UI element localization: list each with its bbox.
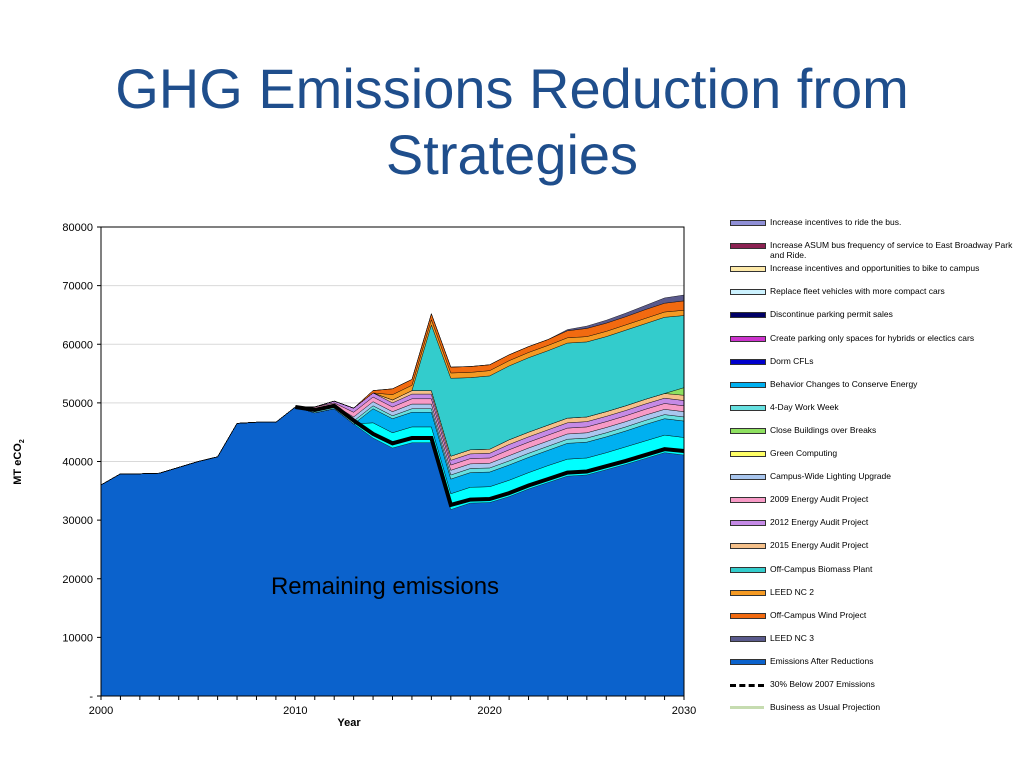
y-tick-label: 60000	[62, 339, 93, 351]
legend-label: 2015 Energy Audit Project	[770, 540, 869, 551]
legend-item: 4-Day Work Week	[728, 401, 1018, 423]
x-tick-label: 2020	[477, 705, 501, 717]
legend-label: Business as Usual Projection	[770, 702, 881, 713]
legend-item: Discontinue parking permit sales	[728, 308, 1018, 330]
legend-label: LEED NC 3	[770, 632, 814, 643]
legend-label: 30% Below 2007 Emissions	[770, 679, 875, 689]
legend-label: Behavior Changes to Conserve Energy	[770, 378, 918, 389]
legend-label: Green Computing	[770, 448, 838, 458]
y-tick-label: 70000	[62, 281, 93, 293]
legend-swatch	[730, 243, 766, 250]
legend-item: 2012 Energy Audit Project	[728, 516, 1018, 538]
x-axis-label: Year	[337, 717, 361, 729]
legend-swatch	[730, 220, 766, 226]
legend-swatch	[730, 520, 766, 527]
y-axis-label: MT eCO2	[12, 439, 26, 485]
legend-swatch	[730, 497, 766, 504]
series-line-30-below-2007	[295, 403, 685, 508]
legend-item: Off-Campus Biomass Plant	[728, 563, 1018, 585]
y-axis-label-main: MT eCO	[12, 443, 24, 485]
legend-swatch	[730, 404, 766, 411]
y-tick-label: 20000	[62, 574, 93, 586]
legend-swatch	[730, 451, 766, 457]
y-axis-label-subscript: 2	[19, 439, 26, 443]
legend-swatch	[730, 706, 764, 710]
legend-swatch	[730, 358, 766, 365]
y-tick-label: 40000	[62, 457, 93, 469]
legend-label: LEED NC 2	[770, 586, 814, 597]
legend-label: Close Buildings over Breaks	[770, 424, 877, 435]
legend-item: Close Buildings over Breaks	[728, 424, 1018, 446]
legend-swatch	[730, 474, 766, 481]
series-area-emissions-after-reductions	[101, 406, 684, 696]
legend-label: Off-Campus Biomass Plant	[770, 563, 873, 574]
legend-swatch	[730, 658, 766, 665]
legend-label: Campus-Wide Lighting Upgrade	[770, 471, 891, 482]
legend-label: Increase ASUM bus frequency of service t…	[770, 240, 1013, 261]
slide-title: GHG Emissions Reduction from Strategies	[115, 56, 909, 186]
chart-area: - 10000 20000 30000 40000 50000 60000 70000 8000…	[0, 200, 1024, 768]
legend-label: Create parking only spaces for hybrids o…	[770, 332, 975, 343]
remaining-emissions-label: Remaining emissions	[271, 573, 499, 600]
x-tick-label: 2030	[672, 705, 696, 717]
legend-item: Increase incentives and opportunities to…	[728, 262, 1018, 284]
legend-item: LEED NC 2	[728, 586, 1018, 608]
legend-label: Dorm CFLs	[770, 355, 814, 366]
x-tick-label: 2010	[283, 705, 307, 717]
legend-item: Business as Usual Projection	[728, 701, 1018, 723]
legend-swatch	[730, 335, 766, 342]
legend-swatch	[730, 543, 766, 550]
legend-label: Increase incentives to ride the bus.	[770, 217, 902, 227]
y-tick-label: 30000	[62, 515, 93, 527]
chart-axes: - 10000 20000 30000 40000 50000 60000 70000 8000…	[62, 222, 696, 717]
legend-item: Campus-Wide Lighting Upgrade	[728, 470, 1018, 492]
chart-series	[100, 294, 685, 696]
legend-item: Create parking only spaces for hybrids o…	[728, 332, 1018, 354]
y-tick-label: 50000	[62, 398, 93, 410]
legend-swatch	[730, 566, 766, 573]
legend-item: Green Computing	[728, 447, 1018, 469]
legend-swatch	[730, 312, 766, 319]
emissions-chart: - 10000 20000 30000 40000 50000 60000 70000 8000…	[12, 222, 696, 729]
legend-label: 2012 Energy Audit Project	[770, 517, 869, 528]
legend-label: Off-Campus Wind Project	[770, 609, 867, 620]
legend-label: Increase incentives and opportunities to…	[770, 263, 980, 274]
legend-label: 4-Day Work Week	[770, 401, 839, 412]
legend-swatch	[730, 427, 766, 434]
legend-label: Emissions After Reductions	[770, 655, 874, 666]
legend-item: Emissions After Reductions	[728, 655, 1018, 677]
legend-swatch	[730, 612, 766, 619]
legend-swatch	[730, 684, 764, 687]
legend-item: 30% Below 2007 Emissions	[728, 678, 1018, 700]
legend-swatch	[730, 589, 766, 596]
legend-swatch	[730, 635, 766, 642]
y-tick-label: 80000	[62, 222, 93, 234]
legend-item: Off-Campus Wind Project	[728, 609, 1018, 631]
legend-swatch	[730, 381, 766, 388]
legend-item: Replace fleet vehicles with more compact…	[728, 285, 1018, 307]
y-tick-label: 10000	[62, 632, 93, 644]
x-tick-label: 2000	[89, 705, 113, 717]
legend-item: 2015 Energy Audit Project	[728, 539, 1018, 561]
legend-label: Replace fleet vehicles with more compact…	[770, 286, 945, 297]
legend-item: Dorm CFLs	[728, 355, 1018, 377]
legend-swatch	[730, 266, 766, 273]
legend-label: 2009 Energy Audit Project	[770, 494, 869, 505]
legend-item: Behavior Changes to Conserve Energy	[728, 378, 1018, 400]
legend-item: Increase ASUM bus frequency of service t…	[728, 239, 1018, 261]
legend-swatch	[730, 289, 766, 296]
legend-item: LEED NC 3	[728, 632, 1018, 654]
legend-label: Discontinue parking permit sales	[770, 309, 893, 320]
y-tick-label: -	[89, 691, 93, 703]
legend-item: Increase incentives to ride the bus.	[728, 216, 1018, 238]
legend-item: 2009 Energy Audit Project	[728, 493, 1018, 515]
